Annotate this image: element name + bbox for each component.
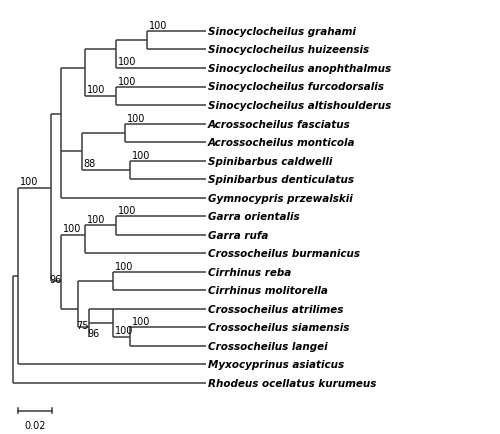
Text: Sinocyclocheilus altishoulderus: Sinocyclocheilus altishoulderus [208, 101, 391, 111]
Text: Cirrhinus molitorella: Cirrhinus molitorella [208, 286, 328, 296]
Text: Sinocyclocheilus furcodorsalis: Sinocyclocheilus furcodorsalis [208, 82, 384, 92]
Text: 100: 100 [118, 76, 137, 86]
Text: 88: 88 [84, 158, 96, 168]
Text: Spinibarbus caldwelli: Spinibarbus caldwelli [208, 156, 332, 166]
Text: 100: 100 [87, 85, 106, 95]
Text: Crossocheilus langei: Crossocheilus langei [208, 341, 328, 351]
Text: 75: 75 [76, 320, 89, 330]
Text: 100: 100 [114, 325, 133, 335]
Text: 100: 100 [20, 177, 38, 187]
Text: Sinocyclocheilus anophthalmus: Sinocyclocheilus anophthalmus [208, 64, 391, 74]
Text: Crossocheilus atrilimes: Crossocheilus atrilimes [208, 304, 343, 314]
Text: 0.02: 0.02 [24, 420, 46, 430]
Text: Garra orientalis: Garra orientalis [208, 212, 300, 222]
Text: Cirrhinus reba: Cirrhinus reba [208, 267, 291, 277]
Text: Sinocyclocheilus grahami: Sinocyclocheilus grahami [208, 27, 356, 37]
Text: Crossocheilus burmanicus: Crossocheilus burmanicus [208, 249, 360, 259]
Text: Gymnocypris przewalskii: Gymnocypris przewalskii [208, 193, 352, 203]
Text: 100: 100 [114, 261, 133, 271]
Text: 100: 100 [118, 206, 137, 216]
Text: 96: 96 [87, 329, 99, 339]
Text: 100: 100 [87, 214, 106, 224]
Text: 100: 100 [149, 21, 168, 31]
Text: Crossocheilus siamensis: Crossocheilus siamensis [208, 322, 349, 332]
Text: 100: 100 [63, 223, 81, 233]
Text: 100: 100 [132, 316, 150, 326]
Text: Acrossocheilus monticola: Acrossocheilus monticola [208, 138, 355, 148]
Text: Sinocyclocheilus huizeensis: Sinocyclocheilus huizeensis [208, 46, 369, 56]
Text: 100: 100 [126, 113, 145, 123]
Text: 100: 100 [132, 150, 150, 160]
Text: Rhodeus ocellatus kurumeus: Rhodeus ocellatus kurumeus [208, 378, 376, 388]
Text: Garra rufa: Garra rufa [208, 230, 268, 240]
Text: Acrossocheilus fasciatus: Acrossocheilus fasciatus [208, 119, 350, 129]
Text: Myxocyprinus asiaticus: Myxocyprinus asiaticus [208, 359, 344, 369]
Text: 100: 100 [118, 57, 137, 67]
Text: Spinibarbus denticulatus: Spinibarbus denticulatus [208, 175, 354, 185]
Text: 96: 96 [49, 274, 62, 284]
